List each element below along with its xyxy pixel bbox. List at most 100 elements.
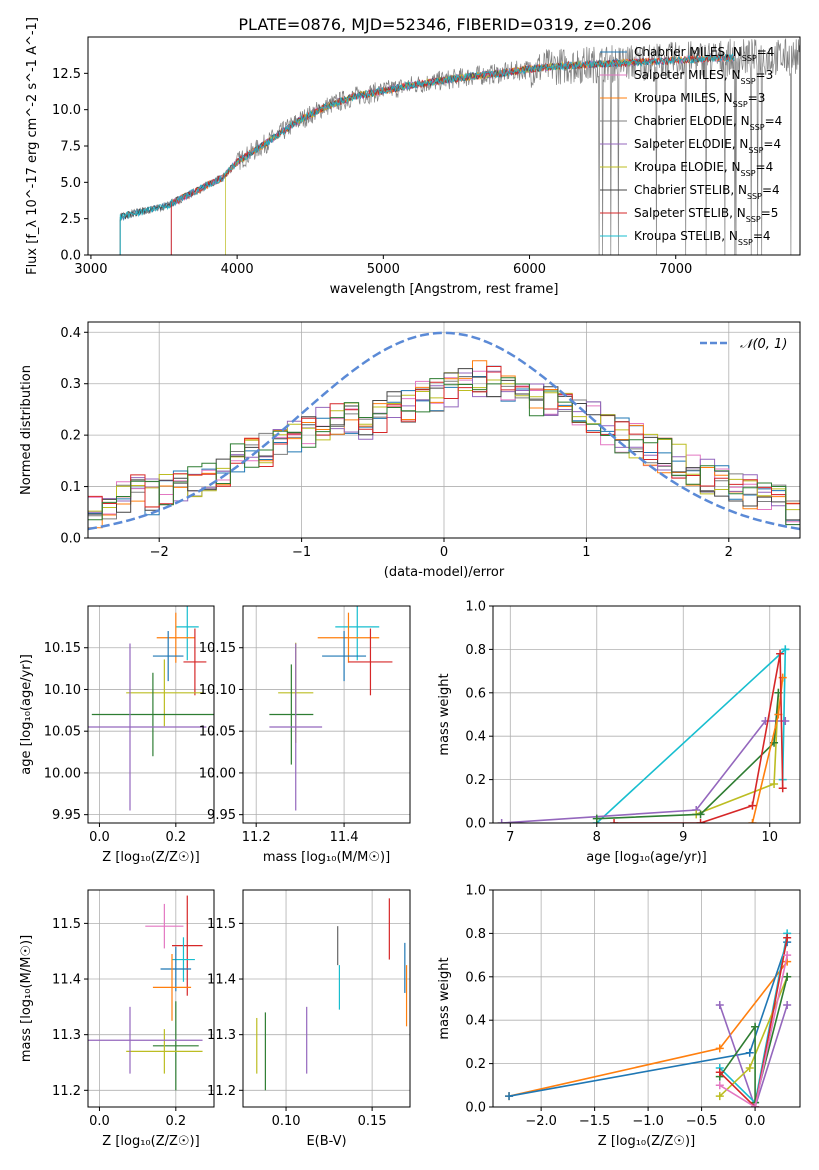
weight-series-line bbox=[719, 976, 788, 1103]
weight-point-marker bbox=[751, 1103, 760, 1107]
x-axis-label: mass [log₁₀(M/M☉)] bbox=[263, 850, 390, 865]
x-axis-label: Z [log₁₀(Z/Z☉)] bbox=[598, 1134, 695, 1149]
model-spectrum-line bbox=[119, 53, 735, 255]
weight-point-marker bbox=[776, 649, 785, 658]
y-tick-label: 10.10 bbox=[44, 683, 81, 698]
x-tick-label: 7 bbox=[506, 830, 514, 845]
mass-weight-vs-Z-panel: −2.0 −1.5 −1.0 −0.5 0.0 0.0 0.2 0.4 0.6 0.8 1.0 Z [… bbox=[437, 884, 801, 1149]
weight-point-marker bbox=[715, 1092, 724, 1101]
weight-lines bbox=[497, 645, 790, 823]
y-tick-label: 0.4 bbox=[465, 1014, 486, 1029]
y-tick-label: 11.3 bbox=[52, 1028, 81, 1043]
y-axis-label: Flux [f_λ 10^-17 erg cm^-2 s^-1 A^-1] bbox=[25, 17, 40, 275]
y-tick-label: 10.15 bbox=[199, 641, 236, 656]
y-tick-label: 0.1 bbox=[60, 480, 81, 495]
weight-point-marker bbox=[696, 810, 705, 819]
weight-point-marker bbox=[778, 784, 787, 793]
weight-point-marker bbox=[781, 717, 790, 726]
model-spectrum-line bbox=[225, 57, 647, 255]
legend-label: 𝒩(0, 1) bbox=[740, 337, 787, 352]
weight-point-marker bbox=[745, 1063, 754, 1072]
weight-series-line bbox=[719, 1004, 788, 1107]
x-tick-label: 5000 bbox=[367, 262, 400, 277]
weight-point-marker bbox=[781, 645, 790, 654]
y-tick-label: 0.8 bbox=[465, 643, 486, 658]
x-tick-label: 3000 bbox=[74, 262, 107, 277]
weight-series-line bbox=[781, 649, 787, 780]
y-tick-label: 10.00 bbox=[44, 766, 81, 781]
x-tick-label: 0.10 bbox=[272, 1114, 301, 1129]
x-tick-label: 0.0 bbox=[89, 830, 110, 845]
weight-point-marker bbox=[696, 819, 705, 823]
y-tick-label: 10.0 bbox=[52, 103, 81, 118]
weight-point-marker bbox=[715, 1068, 724, 1077]
figure-title: PLATE=0876, MJD=52346, FIBERID=0319, z=0… bbox=[238, 15, 651, 34]
residual-panel: −2 −1 0 1 2 0.0 0.1 0.2 0.3 0.4 (data-model)/error… bbox=[19, 321, 801, 580]
legend-label: Salpeter MILES, NSSP=3 bbox=[634, 68, 773, 86]
y-tick-label: 10.10 bbox=[199, 683, 236, 698]
y-axis-label: mass weight bbox=[437, 957, 452, 1039]
weight-series-line bbox=[596, 648, 786, 823]
weight-series-line bbox=[719, 937, 788, 1107]
legend-label: Chabrier ELODIE, NSSP=4 bbox=[634, 114, 782, 132]
y-axis-label: mass [log₁₀(M/M☉)] bbox=[19, 935, 34, 1062]
weight-point-marker bbox=[610, 819, 619, 823]
x-axis-label: Z [log₁₀(Z/Z☉)] bbox=[102, 850, 199, 865]
weight-point-marker bbox=[715, 1044, 724, 1053]
legend-label: Salpeter ELODIE, NSSP=4 bbox=[634, 137, 781, 155]
weight-point-marker bbox=[715, 1001, 724, 1010]
x-tick-label: −1.5 bbox=[579, 1114, 611, 1129]
y-tick-label: 0.3 bbox=[60, 377, 81, 392]
x-tick-label: 8 bbox=[593, 830, 601, 845]
weight-point-marker bbox=[715, 1081, 724, 1090]
weight-series-line bbox=[596, 692, 780, 820]
y-tick-label: 11.2 bbox=[207, 1084, 236, 1099]
x-tick-label: −2.0 bbox=[525, 1114, 557, 1129]
legend-label: Chabrier MILES, NSSP=4 bbox=[634, 45, 774, 63]
axes-frame bbox=[492, 605, 801, 824]
weight-point-marker bbox=[783, 1001, 792, 1010]
y-tick-label: 11.5 bbox=[207, 917, 236, 932]
axes-frame bbox=[492, 889, 801, 1108]
x-tick-label: 10 bbox=[761, 830, 778, 845]
mass-weight-vs-age-panel: 7 8 9 10 0.0 0.2 0.4 0.6 0.8 1.0 age [log₁₀(age/yr… bbox=[437, 600, 801, 865]
y-tick-label: 11.2 bbox=[52, 1084, 81, 1099]
spectrum-panel: 3000 4000 5000 6000 7000 0.0 2.5 5.0 7.5 10.0 12.5… bbox=[25, 17, 801, 297]
x-tick-label: −0.5 bbox=[686, 1114, 718, 1129]
y-tick-label: 0.4 bbox=[60, 326, 81, 341]
x-tick-label: 9 bbox=[679, 830, 687, 845]
y-tick-label: 9.95 bbox=[207, 808, 236, 823]
y-tick-label: 0.2 bbox=[465, 773, 486, 788]
x-tick-label: 6000 bbox=[513, 262, 546, 277]
x-tick-label: 11.4 bbox=[330, 830, 359, 845]
y-tick-label: 7.5 bbox=[60, 140, 81, 155]
y-tick-label: 12.5 bbox=[52, 67, 81, 82]
weight-point-marker bbox=[783, 951, 792, 960]
y-tick-label: 10.05 bbox=[44, 725, 81, 740]
x-tick-label: 2 bbox=[725, 545, 733, 560]
y-axis-label: age [log₁₀(age/yr)] bbox=[19, 654, 34, 775]
weight-point-marker bbox=[748, 819, 757, 823]
axes-frame bbox=[87, 605, 215, 824]
y-axis-label: Normed distribution bbox=[19, 365, 34, 495]
weight-series-line bbox=[695, 692, 780, 816]
y-tick-label: 11.4 bbox=[52, 973, 81, 988]
x-tick-label: −1 bbox=[292, 545, 311, 560]
y-tick-label: 0.2 bbox=[465, 1057, 486, 1072]
x-axis-label: wavelength [Angstrom, rest frame] bbox=[330, 282, 559, 297]
y-tick-label: 0.0 bbox=[60, 532, 81, 547]
errorbars bbox=[88, 895, 203, 1091]
y-tick-label: 10.00 bbox=[199, 766, 236, 781]
legend-label: Kroupa MILES, NSSP=3 bbox=[634, 91, 765, 109]
y-axis-label: mass weight bbox=[437, 673, 452, 755]
x-axis-label: age [log₁₀(age/yr)] bbox=[586, 850, 707, 865]
errorbars bbox=[269, 606, 393, 811]
weight-series-line bbox=[614, 653, 784, 823]
x-tick-label: 11.2 bbox=[242, 830, 271, 845]
x-axis-label: E(B-V) bbox=[306, 1134, 346, 1149]
legend-label: Salpeter STELIB, NSSP=5 bbox=[634, 206, 778, 224]
axes-frame bbox=[242, 889, 411, 1108]
x-tick-label: 0.2 bbox=[165, 830, 186, 845]
y-tick-label: 0.6 bbox=[465, 970, 486, 985]
